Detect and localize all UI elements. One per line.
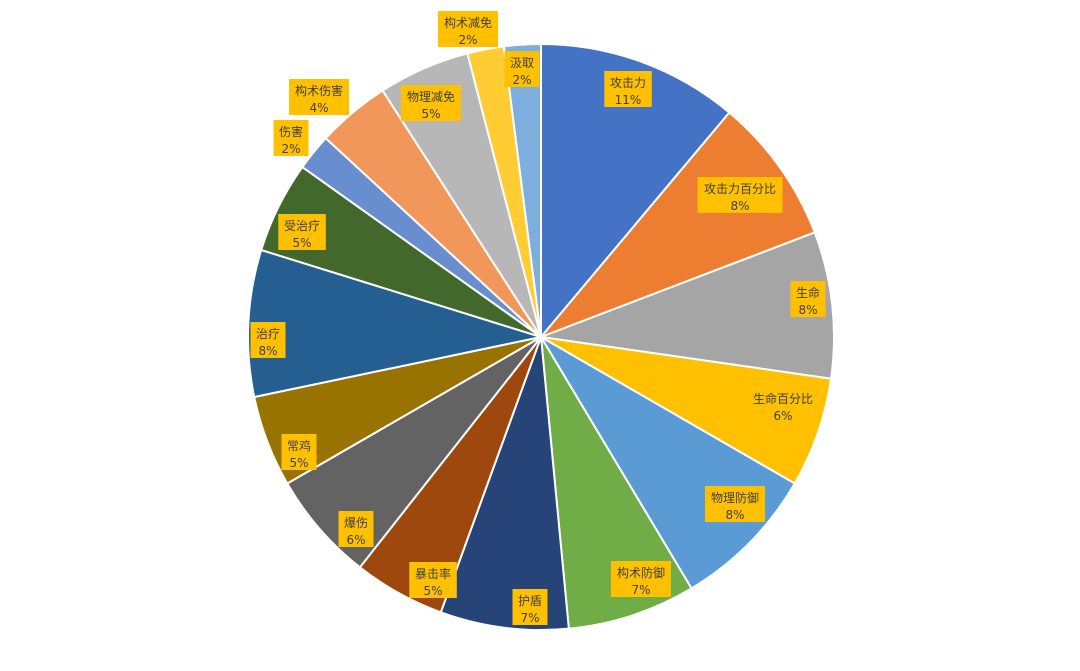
pie-slice [502, 42, 542, 338]
data-label-box [409, 562, 457, 598]
pie-slice [540, 42, 731, 340]
data-label-box [278, 214, 326, 250]
data-label-percent: 5% [421, 107, 440, 121]
data-label-box [401, 85, 461, 121]
pie-slice [537, 231, 836, 380]
data-label-category: 爆伤 [344, 516, 368, 530]
data-label-category: 暴击率 [415, 566, 451, 581]
data-label: 治疗 8% [250, 322, 286, 358]
data-label: 护盾 7% [512, 589, 548, 625]
data-label-box [338, 511, 374, 547]
data-label-percent: 5% [292, 236, 311, 250]
data-label: 物理减免 5% [401, 85, 461, 121]
data-label-percent: 5% [289, 456, 308, 470]
data-label-category: 受治疗 [284, 219, 320, 233]
data-label: 常鸡 5% [281, 434, 317, 470]
pie-slice [538, 334, 797, 590]
data-label-box [512, 589, 548, 625]
data-label-category: 护盾 [518, 594, 542, 608]
data-label-percent: 11% [615, 93, 642, 107]
data-label-box [250, 322, 286, 358]
data-label-box [504, 51, 540, 87]
data-label-category: 生命百分比 [753, 391, 813, 406]
data-label-percent: 5% [423, 584, 442, 598]
data-label: 攻击力百分比 8% [697, 177, 783, 213]
data-label: 攻击力 11% [604, 71, 652, 107]
data-label-box [746, 387, 820, 423]
data-label: 物理防御 8% [705, 486, 765, 522]
data-label: 汲取 2% [504, 51, 540, 87]
data-label: 构术减免 2% [438, 11, 498, 47]
data-label-box [790, 281, 826, 317]
data-label-category: 汲取 [510, 56, 534, 70]
data-label-percent: 7% [520, 611, 539, 625]
pie-slice [439, 336, 570, 631]
data-label-percent: 2% [281, 142, 300, 156]
pie-slice [537, 111, 817, 340]
slices-layer [247, 42, 836, 631]
data-label-percent: 2% [458, 33, 477, 47]
data-label-percent: 8% [258, 344, 277, 358]
data-label: 生命 8% [790, 281, 826, 317]
data-label-percent: 4% [309, 101, 328, 115]
data-label: 伤害 2% [273, 120, 309, 156]
pie-slice [540, 336, 693, 630]
data-label-percent: 2% [512, 73, 531, 87]
data-label: 爆伤 6% [338, 511, 374, 547]
data-label-category: 生命 [796, 285, 820, 300]
data-label: 受治疗 5% [278, 214, 326, 250]
data-label: 构术伤害 4% [289, 79, 349, 115]
data-label-category: 物理防御 [711, 490, 759, 505]
data-label: 生命百分比 6% [746, 387, 820, 423]
data-label-box [705, 486, 765, 522]
data-label-percent: 6% [773, 409, 792, 423]
data-label-category: 构术伤害 [295, 83, 343, 98]
data-label-percent: 8% [798, 303, 817, 317]
data-label-box [697, 177, 783, 213]
data-label-box [289, 79, 349, 115]
data-label-percent: 7% [631, 583, 650, 597]
data-label: 构术防御 7% [611, 561, 671, 597]
data-label-category: 构术防御 [617, 565, 665, 580]
data-label-box [273, 120, 309, 156]
data-label-category: 伤害 [279, 124, 303, 139]
data-label-box [281, 434, 317, 470]
data-label-percent: 6% [346, 533, 365, 547]
data-label-category: 攻击力 [610, 76, 646, 90]
data-label-percent: 8% [725, 508, 744, 522]
data-label-box [604, 71, 652, 107]
data-label-category: 构术减免 [444, 15, 492, 30]
data-label-box [438, 11, 498, 47]
data-label-category: 攻击力百分比 [704, 182, 776, 196]
data-label-category: 常鸡 [287, 438, 311, 453]
data-label-box [611, 561, 671, 597]
pie-slice [247, 248, 545, 399]
data-label-category: 物理减免 [407, 89, 455, 104]
data-label: 暴击率 5% [409, 562, 457, 598]
labels-layer: 攻击力 11% 攻击力百分比 8% 生命 8% 生命百分比 6% 物理防御 8% 构术防御 7% 护盾 7… [250, 11, 826, 625]
data-label-percent: 8% [730, 199, 749, 213]
data-label-category: 治疗 [256, 327, 280, 341]
